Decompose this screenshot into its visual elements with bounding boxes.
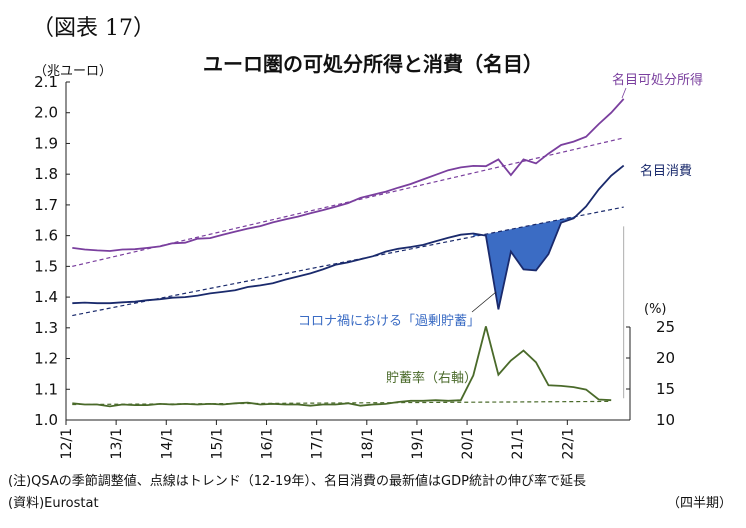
left-tick-label: 2.1 [34,73,58,91]
left-tick-label: 1.9 [34,134,58,152]
left-tick-label: 1.4 [34,288,58,306]
left-tick-label: 1.3 [34,319,58,337]
left-tick-label: 1.6 [34,227,58,245]
right-tick-label: 25 [656,318,675,336]
left-tick-label: 2.0 [34,104,58,122]
chart-source: (資料)Eurostat [8,496,99,511]
right-tick-label: 10 [656,411,675,429]
x-tick-label: 21/1 [510,428,526,459]
x-tick-label: 15/1 [209,428,225,459]
right-tick-label: 15 [656,380,675,398]
chart-title: ユーロ圏の可処分所得と消費（名目） [203,52,543,76]
trend-line [72,400,612,406]
right-axis-unit: (%) [644,302,667,317]
left-tick-label: 1.1 [34,380,58,398]
x-tick-label: 22/1 [560,428,576,459]
consumption-label: 名目消費 [640,163,692,179]
x-tick-label: 16/1 [260,428,276,459]
figure-label: （図表 17） [32,16,155,41]
series-line-income [72,98,625,252]
series-line-savings-ratio [72,326,612,408]
left-tick-label: 1.7 [34,196,58,214]
series-line-consumption [72,164,625,310]
x-axis-unit: （四半期） [666,496,732,511]
excess-savings-label: コロナ禍における「過剰貯蓄」 [298,313,480,329]
right-tick-label: 20 [656,349,675,367]
chart-note: (注)QSAの季節調整値、点線はトレンド（12-19年）、名目消費の最新値はGD… [8,474,586,489]
annotation-pointer [471,291,497,313]
x-tick-label: 18/1 [360,428,376,459]
left-tick-label: 1.0 [34,411,58,429]
income-label: 名目可処分所得 [612,72,703,88]
x-tick-label: 13/1 [109,428,125,459]
x-tick-label: 12/1 [59,428,75,459]
x-tick-label: 19/1 [410,428,426,459]
trend-line [72,206,624,317]
left-axis-unit: （兆ユーロ） [34,64,113,79]
x-tick-label: 17/1 [310,428,326,459]
savings-ratio-label: 貯蓄率（右軸） [386,370,477,386]
left-tick-label: 1.5 [34,257,58,275]
excess-savings-area [473,216,574,310]
left-tick-label: 1.8 [34,165,58,183]
left-tick-label: 1.2 [34,350,58,368]
x-tick-label: 20/1 [460,428,476,459]
x-tick-label: 14/1 [159,428,175,459]
annotation-pointer [621,87,627,99]
